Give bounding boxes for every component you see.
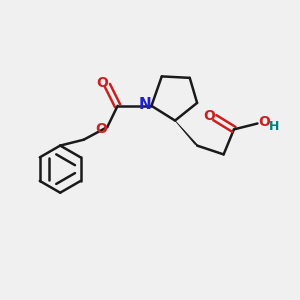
Text: O: O	[258, 115, 270, 129]
Text: N: N	[139, 97, 152, 112]
Polygon shape	[175, 121, 200, 147]
Text: O: O	[95, 122, 107, 136]
Text: O: O	[96, 76, 108, 90]
Text: O: O	[203, 109, 215, 123]
Text: H: H	[268, 120, 279, 133]
